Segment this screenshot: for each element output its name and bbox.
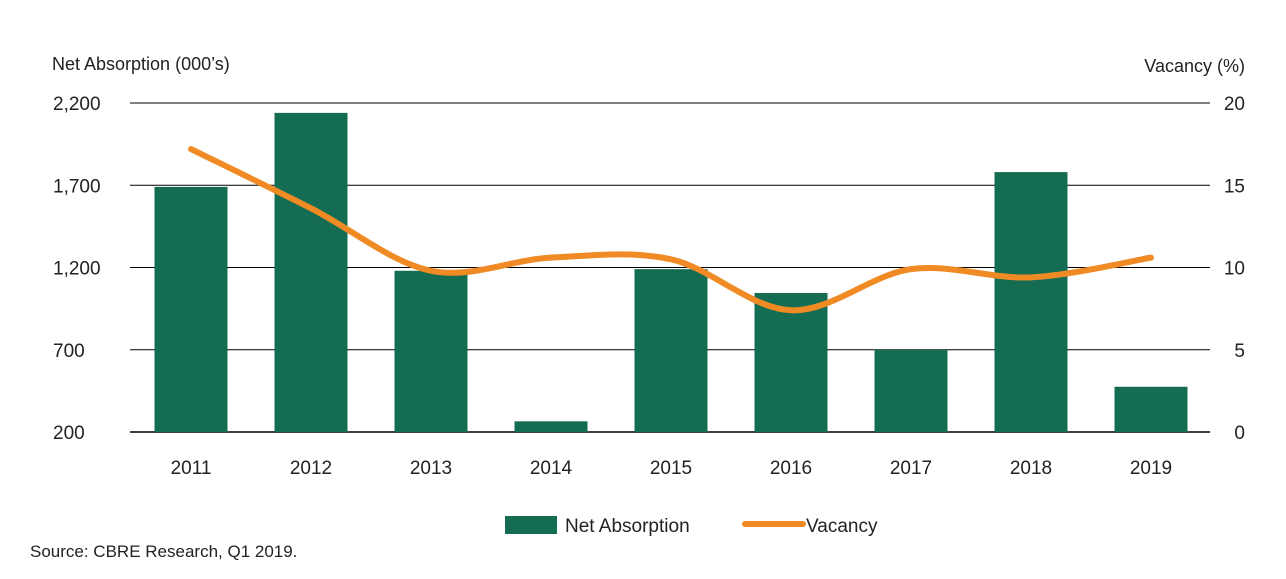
left-tick-label: 1,200 <box>53 259 101 280</box>
bar-2018 <box>994 172 1068 432</box>
x-axis-ticks: 2011 2012 2013 2014 2015 2016 2017 2018 2019 <box>171 458 1173 479</box>
bar-2016 <box>754 292 828 432</box>
right-tick-label: 15 <box>1224 176 1245 197</box>
right-tick-label: 0 <box>1234 423 1245 444</box>
legend: Net Absorption Vacancy <box>505 516 878 537</box>
right-tick-label: 20 <box>1224 94 1245 115</box>
legend-label-net-absorption: Net Absorption <box>565 516 690 537</box>
left-axis-ticks: 2,200 1,700 1,200 700 200 <box>53 94 101 444</box>
left-tick-label: 700 <box>53 341 85 362</box>
left-tick-label: 200 <box>53 423 85 444</box>
bar-2019 <box>1114 386 1188 432</box>
x-tick-label: 2015 <box>650 458 692 479</box>
x-tick-label: 2011 <box>171 458 212 479</box>
x-tick-label: 2013 <box>410 458 452 479</box>
right-axis-title: Vacancy (%) <box>1144 56 1245 76</box>
x-tick-label: 2016 <box>770 458 812 479</box>
right-tick-label: 10 <box>1224 259 1245 280</box>
right-tick-label: 5 <box>1234 341 1245 362</box>
bar-2013 <box>394 270 468 432</box>
bar-2012 <box>274 112 348 433</box>
x-tick-label: 2017 <box>890 458 932 479</box>
bar-2015 <box>634 269 708 432</box>
x-tick-label: 2014 <box>530 458 573 479</box>
line-series <box>188 146 1154 314</box>
legend-label-vacancy: Vacancy <box>806 516 878 537</box>
legend-swatch-net-absorption <box>505 516 557 534</box>
source-note: Source: CBRE Research, Q1 2019. <box>30 542 298 561</box>
x-tick-label: 2018 <box>1010 458 1052 479</box>
x-tick-label: 2012 <box>290 458 332 479</box>
left-tick-label: 2,200 <box>53 94 101 115</box>
right-axis-ticks: 20 15 10 5 0 <box>1224 94 1245 444</box>
bar-2017 <box>874 349 948 432</box>
left-tick-label: 1,700 <box>53 176 101 197</box>
x-tick-label: 2019 <box>1130 458 1172 479</box>
bar-2011 <box>154 186 228 432</box>
bar-2014 <box>514 421 588 432</box>
bar-series <box>154 112 1188 433</box>
left-axis-title: Net Absorption (000’s) <box>52 54 230 74</box>
